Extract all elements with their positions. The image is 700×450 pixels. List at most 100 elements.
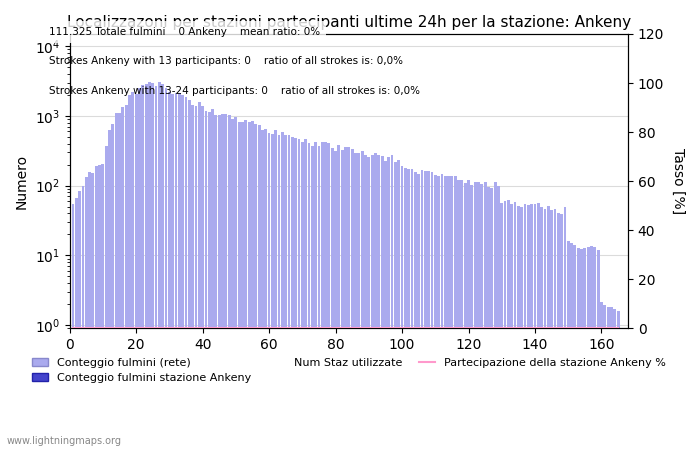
Bar — [278, 135, 281, 450]
Bar — [108, 130, 111, 450]
Y-axis label: Numero: Numero — [15, 153, 29, 209]
Bar — [520, 207, 523, 450]
Bar — [134, 94, 137, 450]
Bar — [470, 184, 473, 450]
Bar — [567, 241, 570, 450]
Bar — [71, 204, 74, 450]
Bar — [573, 245, 576, 450]
Bar — [587, 247, 589, 450]
Bar — [554, 209, 556, 450]
Bar — [477, 182, 480, 450]
Bar — [613, 309, 616, 450]
Bar — [294, 138, 297, 450]
Bar — [307, 143, 310, 450]
Bar — [244, 120, 247, 450]
Bar — [314, 142, 317, 450]
Bar — [537, 203, 540, 450]
Text: 111.325 Totale fulmini    0 Ankeny    mean ratio: 0%: 111.325 Totale fulmini 0 Ankeny mean rat… — [49, 27, 320, 37]
Bar — [201, 106, 204, 450]
Bar — [318, 146, 321, 450]
Bar — [344, 147, 347, 450]
Bar — [181, 95, 184, 450]
Bar — [225, 114, 228, 450]
Bar — [328, 143, 330, 450]
Bar — [337, 145, 340, 450]
Bar — [258, 125, 260, 450]
Bar — [533, 204, 536, 450]
Bar — [81, 186, 84, 450]
Bar — [267, 133, 270, 450]
Bar — [364, 155, 367, 450]
Bar — [368, 157, 370, 450]
Bar — [474, 182, 477, 450]
Bar — [484, 182, 486, 450]
Bar — [218, 115, 220, 450]
Bar — [238, 122, 241, 450]
Bar — [494, 182, 496, 450]
Bar — [381, 157, 384, 450]
Bar — [464, 183, 467, 450]
Bar — [497, 186, 500, 450]
Bar — [164, 88, 167, 450]
Bar — [560, 214, 563, 450]
Bar — [92, 173, 94, 450]
Bar — [427, 171, 430, 450]
Bar — [447, 176, 450, 450]
Bar — [284, 135, 287, 450]
Bar — [617, 311, 620, 450]
Bar — [185, 97, 188, 450]
Bar — [98, 165, 101, 450]
Bar — [248, 122, 251, 450]
Bar — [111, 124, 114, 450]
Bar — [88, 172, 91, 450]
Bar — [461, 180, 463, 450]
Bar — [510, 204, 513, 450]
Bar — [514, 202, 517, 450]
Bar — [265, 129, 267, 450]
Bar — [400, 166, 403, 450]
Bar — [440, 174, 443, 450]
Bar — [121, 107, 124, 450]
Bar — [102, 164, 104, 450]
Bar — [354, 153, 357, 450]
Bar — [231, 120, 234, 450]
Legend: Conteggio fulmini (rete), Conteggio fulmini stazione Ankeny, Num Staz utilizzate: Conteggio fulmini (rete), Conteggio fulm… — [27, 353, 671, 387]
Bar — [145, 84, 148, 450]
Bar — [241, 122, 244, 450]
Bar — [94, 166, 97, 450]
Bar — [211, 109, 214, 450]
Bar — [274, 130, 277, 450]
Bar — [324, 142, 327, 450]
Bar — [288, 135, 290, 450]
Bar — [430, 171, 433, 450]
Bar — [341, 149, 344, 450]
Bar — [138, 88, 141, 450]
Bar — [451, 176, 454, 450]
Bar — [517, 207, 520, 450]
Bar — [457, 180, 460, 450]
Bar — [607, 307, 610, 450]
Text: Strokes Ankeny with 13-24 participants: 0    ratio of all strokes is: 0,0%: Strokes Ankeny with 13-24 participants: … — [49, 86, 420, 95]
Bar — [544, 209, 547, 450]
Bar — [151, 83, 154, 450]
Bar — [118, 113, 121, 450]
Bar — [504, 201, 507, 450]
Bar — [583, 248, 587, 450]
Bar — [198, 102, 201, 450]
Bar — [261, 130, 264, 450]
Bar — [454, 176, 456, 450]
Bar — [527, 205, 530, 450]
Bar — [600, 302, 603, 450]
Bar — [301, 142, 304, 450]
Bar — [168, 92, 171, 450]
Bar — [577, 248, 580, 450]
Bar — [128, 95, 131, 450]
Bar — [141, 85, 144, 450]
Bar — [251, 121, 254, 450]
Title: Localizzazoni per stazioni partecipanti ultime 24h per la stazione: Ankeny: Localizzazoni per stazioni partecipanti … — [66, 15, 631, 30]
Bar — [191, 105, 194, 450]
Text: www.lightningmaps.org: www.lightningmaps.org — [7, 436, 122, 446]
Bar — [334, 151, 337, 450]
Bar — [172, 94, 174, 450]
Bar — [394, 162, 397, 450]
